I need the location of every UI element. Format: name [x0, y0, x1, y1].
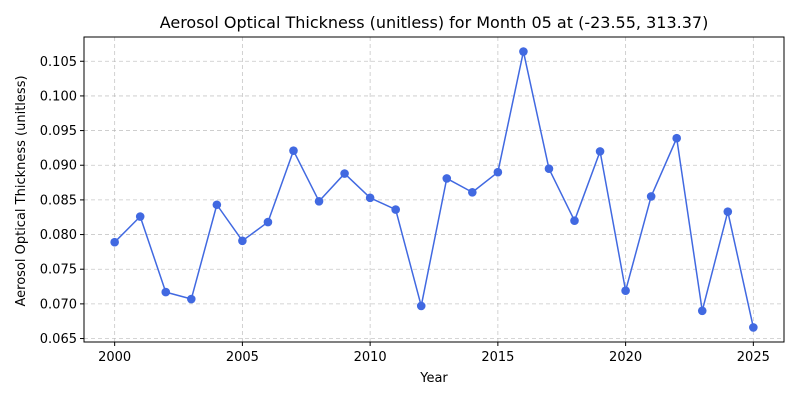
- x-tick-label: 2000: [98, 350, 131, 365]
- y-tick-label: 0.090: [40, 159, 77, 174]
- data-point: [161, 287, 171, 297]
- data-point: [570, 216, 579, 225]
- y-tick-label: 0.095: [40, 124, 77, 139]
- data-point: [186, 294, 196, 304]
- data-point: [493, 167, 503, 177]
- data-point: [212, 200, 222, 210]
- data-point: [672, 133, 682, 143]
- y-tick-label: 0.065: [40, 332, 77, 347]
- data-point: [365, 193, 375, 203]
- y-tick-label: 0.105: [40, 55, 77, 70]
- data-point: [135, 212, 145, 221]
- data-point: [263, 217, 273, 227]
- data-point: [749, 323, 758, 332]
- y-tick-label: 0.080: [40, 228, 77, 243]
- data-point: [621, 286, 630, 296]
- data-point: [646, 192, 656, 201]
- data-point: [697, 306, 707, 316]
- chart-title: Aerosol Optical Thickness (unitless) for…: [160, 13, 709, 32]
- x-tick-label: 2015: [481, 350, 514, 365]
- data-point: [340, 169, 349, 178]
- y-tick-label: 0.100: [40, 89, 77, 104]
- data-point: [519, 47, 528, 56]
- data-point: [416, 301, 426, 311]
- x-tick-label: 2010: [354, 350, 387, 365]
- data-point: [391, 205, 400, 214]
- data-point: [544, 164, 554, 174]
- plot-frame: [83, 36, 785, 343]
- data-point: [595, 147, 605, 156]
- series-line: [114, 50, 755, 328]
- x-tick-label: 2005: [226, 350, 259, 365]
- y-tick-label: 0.085: [40, 193, 77, 208]
- data-point: [238, 236, 247, 246]
- data-point: [723, 207, 733, 216]
- data-point: [468, 187, 477, 197]
- axis-ticks: 2000 2005 2010 2015 2020 2025 0.065 0.070 0.075 0…: [40, 55, 770, 365]
- grid-lines: [84, 37, 784, 342]
- data-point: [442, 174, 452, 183]
- data-point: [110, 237, 119, 247]
- data-point: [289, 146, 298, 155]
- x-tick-label: 2020: [609, 350, 642, 365]
- x-tick-label: 2025: [737, 350, 770, 365]
- series-layer: [110, 47, 758, 332]
- data-point: [314, 196, 324, 206]
- y-axis-label: Aerosol Optical Thickness (unitless): [14, 75, 29, 306]
- x-axis-label: Year: [419, 371, 448, 386]
- y-tick-label: 0.070: [40, 297, 77, 312]
- y-tick-label: 0.075: [40, 263, 77, 278]
